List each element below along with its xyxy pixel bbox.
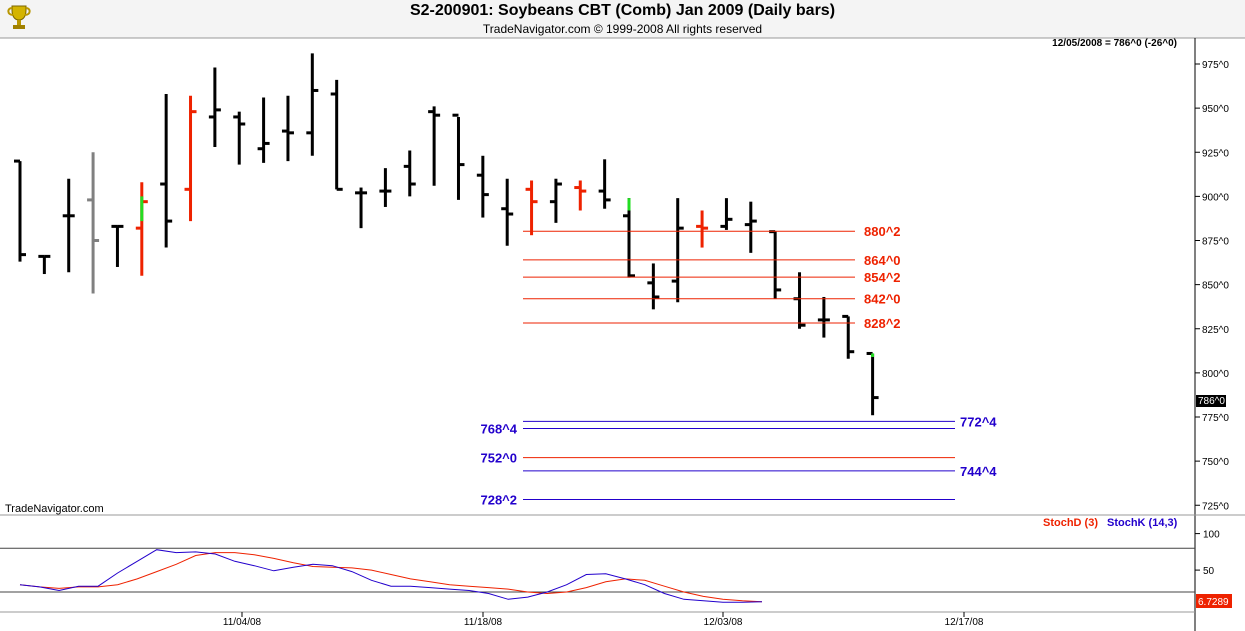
ohlc-bar	[598, 159, 611, 209]
ohlc-bar	[135, 182, 148, 276]
ohlc-bar	[866, 351, 879, 416]
ohlc-bar	[428, 106, 441, 186]
y-tick-label: 925^0	[1202, 148, 1229, 159]
support-level-label: 752^0	[480, 451, 517, 466]
last-price-tag: 786^0	[1198, 396, 1225, 407]
y-tick-label: 825^0	[1202, 325, 1229, 336]
y-tick-label: 800^0	[1202, 369, 1229, 380]
ohlc-bar	[87, 152, 100, 294]
price-levels: 880^2 864^0 854^2 842^0 828^2 772^4 768^4 752^0…	[480, 224, 997, 507]
resistance-level-label: 854^2	[864, 270, 901, 285]
ohlc-bar	[306, 53, 319, 156]
ohlc-bar	[208, 67, 221, 147]
stoch-tick-label: 50	[1203, 566, 1215, 577]
stoch-last-tag: 6.7289	[1198, 597, 1229, 608]
ohlc-bar	[257, 97, 270, 163]
x-tick-label: 11/04/08	[223, 617, 262, 628]
y-tick-label: 975^0	[1202, 60, 1229, 71]
chart-copyright: TradeNavigator.com © 1999-2008 All right…	[482, 22, 763, 36]
ohlc-bar	[501, 178, 514, 246]
ohlc-bar	[184, 95, 197, 222]
price-bars	[14, 53, 879, 416]
ohlc-bar	[452, 113, 465, 200]
trophy-icon	[7, 5, 31, 29]
support-level-label: 728^2	[480, 493, 517, 508]
ohlc-bar	[379, 168, 392, 207]
ohlc-bar	[574, 180, 587, 211]
resistance-level-label: 880^2	[864, 224, 901, 239]
ohlc-bar	[160, 94, 173, 248]
ohlc-bar	[14, 159, 26, 262]
x-tick-label: 12/17/08	[945, 617, 984, 628]
stoch-last-tag-bg	[1196, 594, 1232, 608]
stoch-tick-label: 100	[1203, 530, 1220, 541]
price-axis: 975^0 950^0 925^0 900^0 875^0 850^0 825^0 800^0…	[1195, 60, 1229, 512]
ohlc-bar	[671, 198, 684, 303]
ohlc-bar	[744, 201, 757, 253]
legend-stochk: StochK (14,3)	[1107, 517, 1178, 529]
ohlc-bar	[623, 198, 635, 278]
ohlc-bar	[647, 263, 660, 310]
x-tick-label: 11/18/08	[464, 617, 503, 628]
ohlc-bar	[403, 150, 416, 197]
ohlc-bar	[38, 254, 51, 275]
date-axis: 11/04/08 11/18/08 12/03/08 12/17/08	[223, 612, 984, 628]
price-readout: 12/05/2008 = 786^0 (-26^0)	[1052, 38, 1177, 49]
x-tick-label: 12/03/08	[704, 617, 743, 628]
ohlc-bar	[769, 230, 782, 299]
ohlc-bar	[549, 178, 562, 223]
ohlc-bar	[793, 272, 806, 329]
y-tick-label: 850^0	[1202, 281, 1229, 292]
ohlc-bar	[696, 210, 709, 248]
stoch-series-line	[19, 549, 763, 603]
chart-title: S2-200901: Soybeans CBT (Comb) Jan 2009 …	[409, 2, 836, 19]
ohlc-bar	[525, 180, 538, 236]
ohlc-bar	[817, 296, 830, 338]
ohlc-bar	[355, 187, 368, 229]
y-tick-label: 775^0	[1202, 413, 1229, 424]
stochastic-panel: 100 50	[0, 530, 1220, 603]
y-tick-label: 725^0	[1202, 501, 1229, 512]
ohlc-bar	[62, 178, 75, 273]
y-tick-label: 875^0	[1202, 237, 1229, 248]
ohlc-bar	[720, 198, 733, 230]
resistance-level-label: 828^2	[864, 316, 901, 331]
chart-header: S2-200901: Soybeans CBT (Comb) Jan 2009 …	[0, 0, 1245, 38]
ohlc-bar	[111, 224, 124, 267]
ohlc-bar	[476, 155, 489, 218]
watermark: TradeNavigator.com	[5, 503, 104, 515]
resistance-level-label: 864^0	[864, 253, 901, 268]
legend-stochd: StochD (3)	[1043, 517, 1098, 529]
support-level-label: 768^4	[480, 421, 517, 436]
y-tick-label: 750^0	[1202, 457, 1229, 468]
ohlc-bar	[330, 79, 343, 191]
support-level-label: 772^4	[960, 414, 997, 429]
stoch-series-line	[19, 552, 763, 603]
last-price-tag-bg	[1196, 395, 1226, 407]
y-tick-label: 900^0	[1202, 192, 1229, 203]
resistance-level-label: 842^0	[864, 292, 901, 307]
support-level-label: 744^4	[960, 464, 997, 479]
y-tick-label: 950^0	[1202, 104, 1229, 115]
ohlc-bar	[281, 95, 294, 162]
ohlc-bar	[233, 111, 246, 165]
